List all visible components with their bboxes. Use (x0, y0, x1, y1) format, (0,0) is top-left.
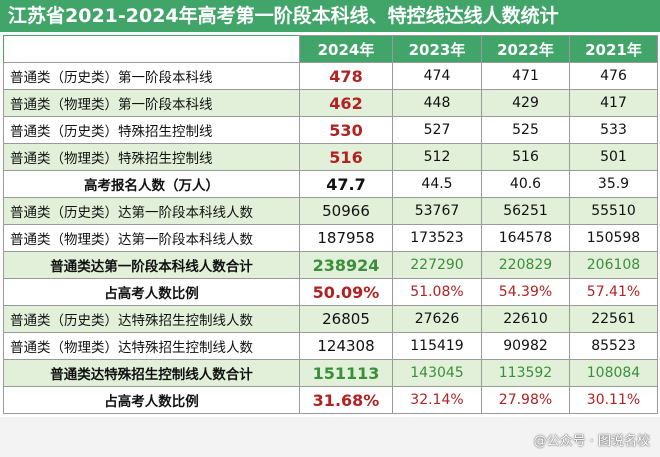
table-row: 普通类（物理类）第一阶段本科线 462 448 429 417 (3, 89, 658, 117)
header-blank (3, 35, 300, 63)
cell-2022: 27.98% (481, 386, 570, 414)
row-label: 普通类达特殊招生控制线人数合计 (3, 359, 300, 387)
cell-2021: 30.11% (569, 386, 658, 414)
cell-2022: 164578 (481, 224, 570, 252)
row-label: 占高考人数比例 (3, 386, 300, 414)
row-label: 普通类（物理类）达特殊招生控制线人数 (3, 332, 300, 360)
table-row: 占高考人数比例 50.09% 51.08% 54.39% 57.41% (3, 278, 658, 306)
watermark: @公众号 · 图说名校 (533, 434, 650, 449)
cell-2024: 478 (299, 62, 393, 90)
row-label: 普通类（历史类）第一阶段本科线 (3, 62, 300, 90)
row-label: 占高考人数比例 (3, 278, 300, 306)
row-label: 普通类（历史类）达第一阶段本科线人数 (3, 197, 300, 225)
cell-2024: 151113 (299, 359, 393, 387)
cell-2021: 57.41% (569, 278, 658, 306)
table-row: 普通类（历史类）达第一阶段本科线人数 50966 53767 56251 555… (3, 197, 658, 225)
footer-band (0, 417, 660, 457)
cell-2022: 516 (481, 143, 570, 171)
cell-2022: 525 (481, 116, 570, 144)
cell-2024: 530 (299, 116, 393, 144)
cell-2022: 56251 (481, 197, 570, 225)
cell-2024: 238924 (299, 251, 393, 279)
cell-2024: 187958 (299, 224, 393, 252)
cell-2023: 51.08% (392, 278, 482, 306)
cell-2021: 55510 (569, 197, 658, 225)
header-2022: 2022年 (481, 35, 570, 63)
table-row: 普通类（物理类）特殊招生控制线 516 512 516 501 (3, 143, 658, 171)
header-2021: 2021年 (569, 35, 658, 63)
table-row: 普通类达特殊招生控制线人数合计 151113 143045 113592 108… (3, 359, 658, 387)
table-row: 普通类（历史类）第一阶段本科线 478 474 471 476 (3, 62, 658, 90)
row-label: 普通类（物理类）第一阶段本科线 (3, 89, 300, 117)
row-label: 普通类（物理类）达第一阶段本科线人数 (3, 224, 300, 252)
cell-2021: 150598 (569, 224, 658, 252)
header-2023: 2023年 (392, 35, 482, 63)
stats-table: 2024年 2023年 2022年 2021年 普通类（历史类）第一阶段本科线 … (3, 35, 658, 414)
cell-2023: 44.5 (392, 170, 482, 198)
cell-2021: 85523 (569, 332, 658, 360)
cell-2022: 90982 (481, 332, 570, 360)
row-label: 普通类达第一阶段本科线人数合计 (3, 251, 300, 279)
cell-2022: 22610 (481, 305, 570, 333)
cell-2021: 476 (569, 62, 658, 90)
cell-2023: 143045 (392, 359, 482, 387)
table-row: 普通类（物理类）达特殊招生控制线人数 124308 115419 90982 8… (3, 332, 658, 360)
cell-2022: 220829 (481, 251, 570, 279)
header-2024: 2024年 (299, 35, 393, 63)
table-header-row: 2024年 2023年 2022年 2021年 (3, 35, 658, 63)
cell-2023: 474 (392, 62, 482, 90)
cell-2024: 516 (299, 143, 393, 171)
table-row: 占高考人数比例 31.68% 32.14% 27.98% 30.11% (3, 386, 658, 414)
table-row: 普通类达第一阶段本科线人数合计 238924 227290 220829 206… (3, 251, 658, 279)
cell-2023: 32.14% (392, 386, 482, 414)
row-label: 普通类（历史类）达特殊招生控制线人数 (3, 305, 300, 333)
cell-2023: 448 (392, 89, 482, 117)
row-label: 高考报名人数（万人） (3, 170, 300, 198)
cell-2023: 512 (392, 143, 482, 171)
cell-2021: 501 (569, 143, 658, 171)
cell-2024: 462 (299, 89, 393, 117)
row-label: 普通类（历史类）特殊招生控制线 (3, 116, 300, 144)
page-title: 江苏省2021-2024年高考第一阶段本科线、特控线达线人数统计 (0, 0, 660, 32)
cell-2021: 108084 (569, 359, 658, 387)
cell-2024: 47.7 (299, 170, 393, 198)
cell-2024: 31.68% (299, 386, 393, 414)
cell-2022: 471 (481, 62, 570, 90)
cell-2023: 27626 (392, 305, 482, 333)
cell-2022: 54.39% (481, 278, 570, 306)
cell-2022: 40.6 (481, 170, 570, 198)
cell-2024: 50.09% (299, 278, 393, 306)
cell-2023: 527 (392, 116, 482, 144)
cell-2021: 417 (569, 89, 658, 117)
table-row: 高考报名人数（万人） 47.7 44.5 40.6 35.9 (3, 170, 658, 198)
cell-2022: 113592 (481, 359, 570, 387)
cell-2021: 533 (569, 116, 658, 144)
row-label: 普通类（物理类）特殊招生控制线 (3, 143, 300, 171)
cell-2021: 22561 (569, 305, 658, 333)
table-row: 普通类（物理类）达第一阶段本科线人数 187958 173523 164578 … (3, 224, 658, 252)
cell-2024: 124308 (299, 332, 393, 360)
table-row: 普通类（历史类）特殊招生控制线 530 527 525 533 (3, 116, 658, 144)
cell-2023: 173523 (392, 224, 482, 252)
cell-2023: 53767 (392, 197, 482, 225)
cell-2024: 26805 (299, 305, 393, 333)
cell-2024: 50966 (299, 197, 393, 225)
cell-2021: 206108 (569, 251, 658, 279)
cell-2021: 35.9 (569, 170, 658, 198)
cell-2022: 429 (481, 89, 570, 117)
cell-2023: 115419 (392, 332, 482, 360)
table-row: 普通类（历史类）达特殊招生控制线人数 26805 27626 22610 225… (3, 305, 658, 333)
cell-2023: 227290 (392, 251, 482, 279)
